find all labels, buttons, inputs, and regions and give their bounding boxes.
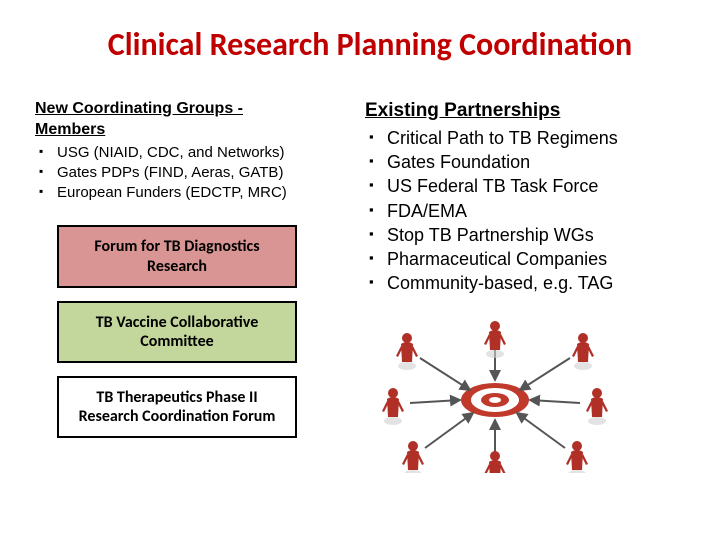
- box-stack: Forum for TB Diagnostics Research TB Vac…: [35, 225, 345, 438]
- list-item: US Federal TB Task Force: [365, 174, 685, 198]
- left-heading: New Coordinating Groups - Members: [35, 99, 345, 141]
- right-column: Existing Partnerships Critical Path to T…: [365, 99, 685, 473]
- list-item: Gates PDPs (FIND, Aeras, GATB): [35, 163, 345, 183]
- right-heading: Existing Partnerships: [365, 99, 685, 124]
- list-item: USG (NIAID, CDC, and Networks): [35, 143, 345, 163]
- list-item: Critical Path to TB Regimens: [365, 126, 685, 150]
- box-therapeutics: TB Therapeutics Phase II Research Coordi…: [57, 376, 297, 438]
- left-column: New Coordinating Groups - Members USG (N…: [35, 99, 345, 473]
- box-diagnostics: Forum for TB Diagnostics Research: [57, 225, 297, 287]
- list-item: Pharmaceutical Companies: [365, 247, 685, 271]
- left-heading-line1: New Coordinating Groups -: [35, 100, 243, 117]
- columns: New Coordinating Groups - Members USG (N…: [35, 99, 685, 473]
- partnership-graphic: [365, 318, 625, 473]
- list-item: European Funders (EDCTP, MRC): [35, 183, 345, 203]
- list-item: FDA/EMA: [365, 199, 685, 223]
- list-item: Community-based, e.g. TAG: [365, 271, 685, 295]
- left-bullets: USG (NIAID, CDC, and Networks) Gates PDP…: [35, 143, 345, 204]
- target-icon: [365, 318, 625, 473]
- page-title: Clinical Research Planning Coordination: [35, 25, 685, 64]
- right-bullets: Critical Path to TB Regimens Gates Found…: [365, 126, 685, 296]
- box-vaccine: TB Vaccine Collaborative Committee: [57, 301, 297, 363]
- left-heading-line2: Members: [35, 121, 105, 138]
- list-item: Gates Foundation: [365, 150, 685, 174]
- list-item: Stop TB Partnership WGs: [365, 223, 685, 247]
